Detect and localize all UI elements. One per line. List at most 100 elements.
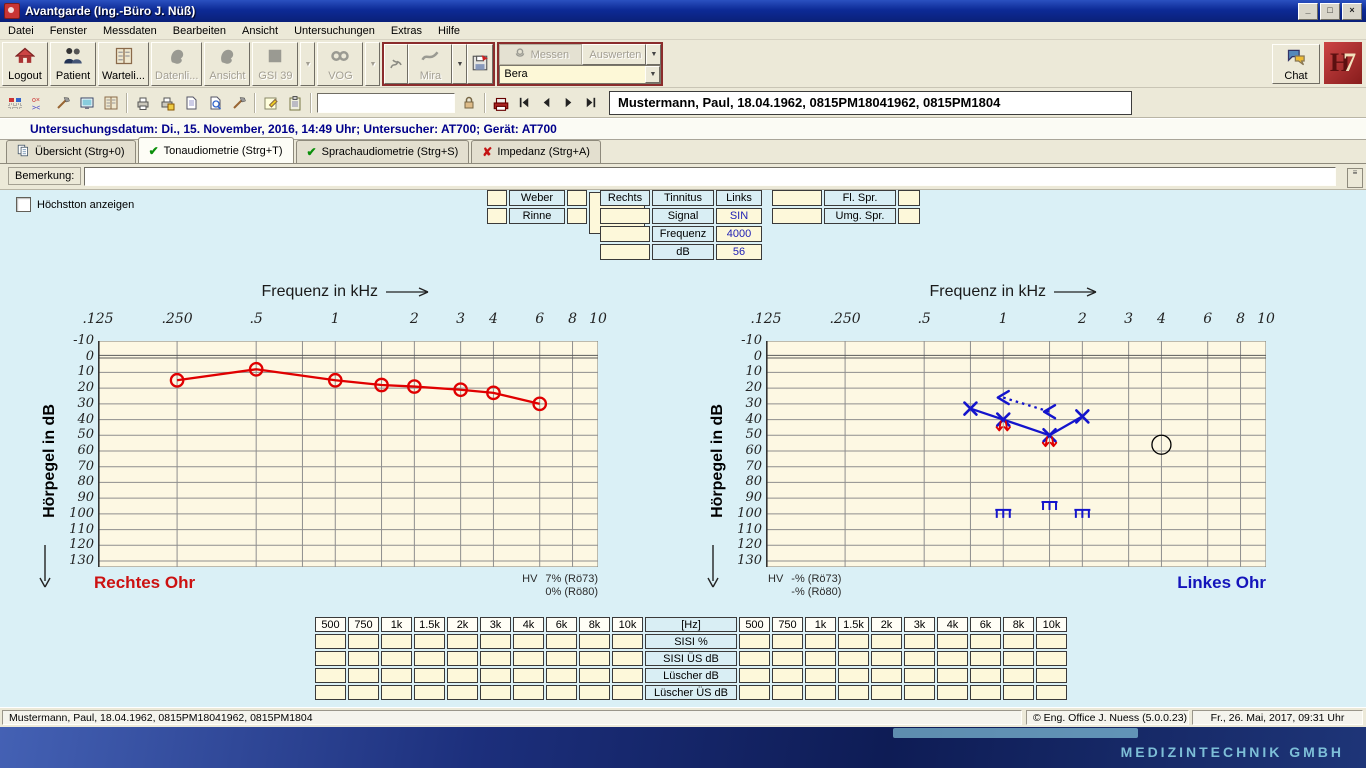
sisi-cell-right-ear[interactable] bbox=[612, 668, 643, 683]
sisi-cell-left-ear[interactable] bbox=[871, 634, 902, 649]
sisi-cell-left-ear[interactable] bbox=[1003, 668, 1034, 683]
previous-record-button[interactable] bbox=[535, 92, 557, 114]
minimize-button[interactable]: _ bbox=[1298, 2, 1318, 20]
patient-button[interactable]: Patient bbox=[50, 42, 96, 86]
menu-ansicht[interactable]: Ansicht bbox=[242, 24, 279, 37]
sisi-cell-right-ear[interactable] bbox=[315, 634, 346, 649]
sisi-cell-left-ear[interactable] bbox=[970, 634, 1001, 649]
mira-button[interactable]: Mira bbox=[408, 44, 453, 84]
sisi-cell-left-ear[interactable] bbox=[739, 685, 770, 700]
save-report-button[interactable] bbox=[467, 44, 494, 84]
sisi-cell-left-ear[interactable] bbox=[1003, 685, 1034, 700]
next-record-button[interactable] bbox=[557, 92, 579, 114]
speech-right-cell[interactable] bbox=[898, 208, 920, 224]
sisi-cell-left-ear[interactable] bbox=[937, 668, 968, 683]
sisi-cell-right-ear[interactable] bbox=[579, 634, 610, 649]
sisi-cell-left-ear[interactable] bbox=[838, 668, 869, 683]
sisi-cell-left-ear[interactable] bbox=[970, 685, 1001, 700]
sisi-cell-right-ear[interactable] bbox=[414, 651, 445, 666]
menu-messdaten[interactable]: Messdaten bbox=[102, 24, 157, 37]
menu-hilfe[interactable]: Hilfe bbox=[438, 24, 461, 37]
audiogram-plot-area[interactable] bbox=[97, 340, 599, 570]
sisi-cell-left-ear[interactable] bbox=[772, 668, 803, 683]
sisi-cell-left-ear[interactable] bbox=[1036, 685, 1067, 700]
sisi-cell-right-ear[interactable] bbox=[546, 685, 577, 700]
sisi-cell-right-ear[interactable] bbox=[348, 685, 379, 700]
tinnitus-rechts-cell[interactable] bbox=[600, 226, 650, 242]
sisi-cell-left-ear[interactable] bbox=[1003, 634, 1034, 649]
tools2-icon-button[interactable] bbox=[227, 92, 251, 114]
sisi-cell-right-ear[interactable] bbox=[513, 668, 544, 683]
quick-filter-input[interactable] bbox=[317, 92, 455, 113]
speech-right-cell[interactable] bbox=[898, 190, 920, 206]
sisi-cell-right-ear[interactable] bbox=[381, 651, 412, 666]
sisi-cell-right-ear[interactable] bbox=[579, 668, 610, 683]
sisi-cell-left-ear[interactable] bbox=[970, 651, 1001, 666]
remark-scrollbar[interactable]: ≡ bbox=[1347, 168, 1363, 188]
weber-rinne-right-cell[interactable] bbox=[567, 208, 587, 224]
sisi-cell-right-ear[interactable] bbox=[480, 634, 511, 649]
clipboard-icon-button[interactable] bbox=[283, 92, 307, 114]
print-red-icon-button[interactable] bbox=[489, 92, 513, 114]
tinnitus-links-cell[interactable]: 56 bbox=[716, 244, 762, 260]
weber-rinne-left-cell[interactable] bbox=[487, 208, 507, 224]
sisi-cell-left-ear[interactable] bbox=[805, 634, 836, 649]
sisi-cell-right-ear[interactable] bbox=[546, 651, 577, 666]
vog-button[interactable]: VOG bbox=[317, 42, 364, 86]
sisi-cell-right-ear[interactable] bbox=[612, 634, 643, 649]
tab-tonaudiometrie[interactable]: ✔ Tonaudiometrie (Strg+T) bbox=[137, 137, 294, 163]
auswerten-button[interactable]: Auswerten bbox=[582, 44, 647, 65]
sisi-cell-right-ear[interactable] bbox=[348, 668, 379, 683]
sisi-cell-left-ear[interactable] bbox=[838, 634, 869, 649]
maximize-button[interactable]: □ bbox=[1320, 2, 1340, 20]
sisi-cell-right-ear[interactable] bbox=[546, 668, 577, 683]
sisi-cell-right-ear[interactable] bbox=[315, 685, 346, 700]
sisi-cell-left-ear[interactable] bbox=[739, 634, 770, 649]
sisi-cell-left-ear[interactable] bbox=[937, 634, 968, 649]
close-button[interactable]: × bbox=[1342, 2, 1362, 20]
sisi-cell-left-ear[interactable] bbox=[871, 685, 902, 700]
sisi-cell-left-ear[interactable] bbox=[1036, 634, 1067, 649]
layout-icon-button[interactable] bbox=[3, 92, 27, 114]
remark-input[interactable] bbox=[84, 167, 1336, 186]
sisi-cell-left-ear[interactable] bbox=[937, 685, 968, 700]
sisi-cell-left-ear[interactable] bbox=[1003, 651, 1034, 666]
journal-icon-button[interactable] bbox=[99, 92, 123, 114]
ansicht-button[interactable]: Ansicht bbox=[204, 42, 251, 86]
menu-extras[interactable]: Extras bbox=[390, 24, 423, 37]
audiogram-plot-area[interactable] bbox=[765, 340, 1267, 570]
first-record-button[interactable] bbox=[513, 92, 535, 114]
edit-note-icon-button[interactable] bbox=[259, 92, 283, 114]
tinnitus-rechts-cell[interactable] bbox=[600, 208, 650, 224]
sisi-cell-right-ear[interactable] bbox=[480, 651, 511, 666]
gsi39-button[interactable]: GSI 39 bbox=[252, 42, 299, 86]
tinnitus-rechts-cell[interactable] bbox=[600, 244, 650, 260]
sisi-cell-right-ear[interactable] bbox=[513, 651, 544, 666]
sisi-cell-right-ear[interactable] bbox=[315, 668, 346, 683]
sisi-cell-right-ear[interactable] bbox=[612, 685, 643, 700]
sisi-cell-right-ear[interactable] bbox=[414, 634, 445, 649]
tinnitus-links-cell[interactable]: 4000 bbox=[716, 226, 762, 242]
sisi-cell-left-ear[interactable] bbox=[904, 634, 935, 649]
mira-dropdown-button[interactable]: ▼ bbox=[452, 44, 468, 84]
sisi-cell-left-ear[interactable] bbox=[904, 685, 935, 700]
sisi-cell-left-ear[interactable] bbox=[805, 668, 836, 683]
sisi-cell-left-ear[interactable] bbox=[805, 651, 836, 666]
sisi-cell-right-ear[interactable] bbox=[348, 651, 379, 666]
sisi-cell-left-ear[interactable] bbox=[871, 651, 902, 666]
sisi-cell-left-ear[interactable] bbox=[739, 668, 770, 683]
sisi-cell-right-ear[interactable] bbox=[447, 668, 478, 683]
sisi-cell-left-ear[interactable] bbox=[871, 668, 902, 683]
sisi-cell-right-ear[interactable] bbox=[546, 634, 577, 649]
hoechstton-checkbox[interactable] bbox=[16, 197, 31, 212]
bera-dropdown-button[interactable]: ▼ bbox=[645, 66, 661, 83]
sisi-cell-right-ear[interactable] bbox=[447, 685, 478, 700]
print-icon-button[interactable] bbox=[131, 92, 155, 114]
sisi-cell-right-ear[interactable] bbox=[348, 634, 379, 649]
tab-impedanz[interactable]: ✘ Impedanz (Strg+A) bbox=[471, 140, 601, 163]
messen-button[interactable]: Messen bbox=[499, 44, 583, 65]
sisi-cell-left-ear[interactable] bbox=[772, 651, 803, 666]
report-page-icon-button[interactable] bbox=[179, 92, 203, 114]
speech-left-cell[interactable] bbox=[772, 208, 822, 224]
chat-button[interactable]: Chat bbox=[1272, 44, 1320, 84]
